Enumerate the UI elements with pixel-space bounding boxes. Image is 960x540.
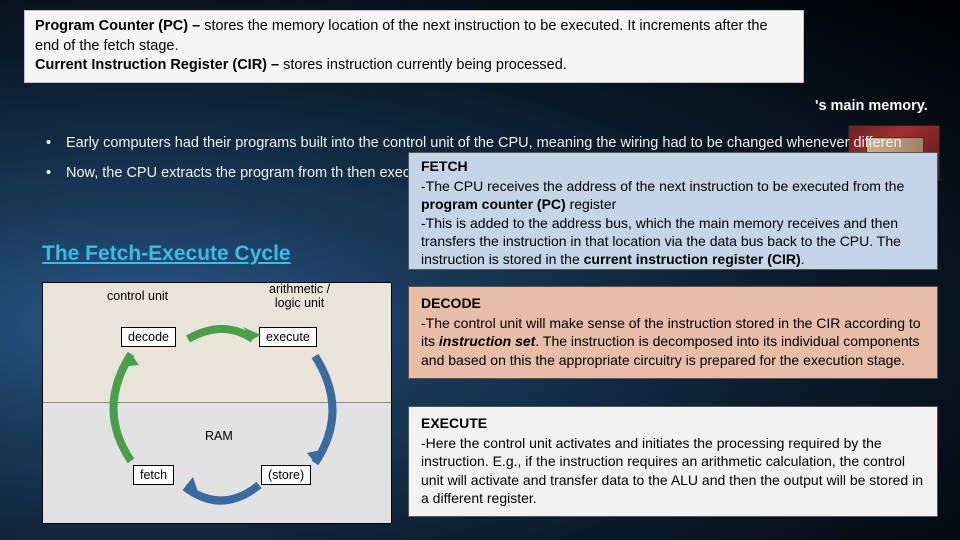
execute-node: execute: [259, 327, 317, 347]
fetch-box: FETCH -The CPU receives the address of t…: [408, 152, 938, 270]
execute-header: EXECUTE: [421, 414, 925, 432]
arrow-decode-to-execute: [183, 319, 263, 359]
fetch-execute-cycle-title: The Fetch-Execute Cycle: [42, 242, 291, 266]
bullet-1: Early computers had their programs built…: [46, 134, 916, 154]
alu-label: arithmetic /logic unit: [269, 283, 330, 311]
ram-label: RAM: [205, 429, 233, 443]
fetch-line1a: -The CPU receives the address of the nex…: [421, 178, 904, 194]
fetch-pc-bold: program counter (PC): [421, 196, 570, 212]
arrow-store-to-fetch: [177, 473, 267, 517]
fetch-header: FETCH: [421, 157, 925, 175]
fetch-cir-bold: current instruction register (CIR): [584, 251, 801, 267]
fetch-execute-diagram: control unit arithmetic /logic unit RAM …: [42, 282, 392, 524]
execute-box: EXECUTE -Here the control unit activates…: [408, 406, 938, 517]
cir-label: Current Instruction Register (CIR) –: [35, 57, 283, 73]
pc-label: Program Counter (PC) –: [35, 18, 204, 34]
decode-header: DECODE: [421, 294, 925, 312]
main-memory-tail-text: 's main memory.: [815, 98, 928, 114]
fetch-line2c: .: [801, 251, 805, 267]
register-definitions-box: Program Counter (PC) – stores the memory…: [24, 10, 804, 83]
cir-text: stores instruction currently being proce…: [283, 57, 567, 73]
decode-box: DECODE -The control unit will make sense…: [408, 286, 938, 379]
control-unit-label: control unit: [107, 289, 168, 303]
decode-node: decode: [121, 327, 176, 347]
decode-iset: instruction set: [439, 333, 535, 349]
execute-line1: -Here the control unit activates and ini…: [421, 435, 923, 506]
arrow-execute-to-store: [295, 351, 355, 471]
arrow-fetch-to-decode: [91, 349, 151, 469]
fetch-line1c: register: [570, 196, 617, 212]
